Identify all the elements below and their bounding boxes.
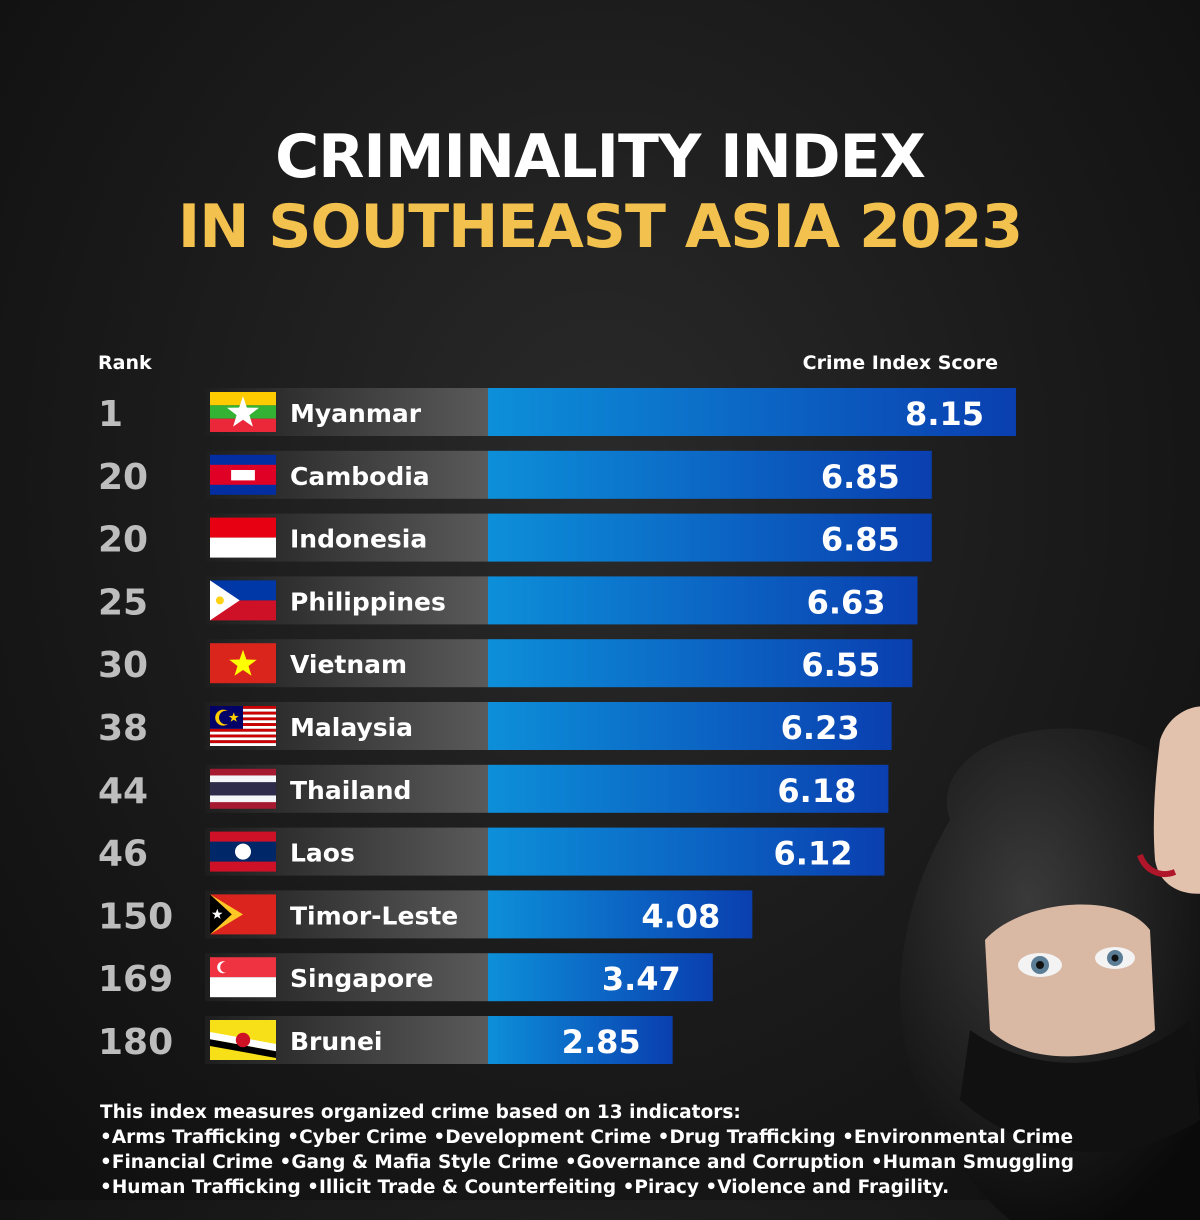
score-value-label: 6.23 [781, 709, 860, 747]
rank-label: 180 [98, 1022, 173, 1063]
score-value-label: 4.08 [641, 897, 720, 935]
thailand-flag-icon [210, 768, 276, 809]
bar-row-myanmar: 1 Myanmar 8.15 [98, 388, 1016, 436]
score-value-label: 6.63 [807, 583, 886, 621]
score-value-label: 2.85 [562, 1023, 641, 1061]
country-name: Philippines [290, 587, 446, 616]
score-bar [488, 576, 918, 625]
bar-row-philippines: 25 Philippines 6.63 [98, 576, 918, 625]
philippines-flag-icon [210, 580, 276, 621]
score-bar [488, 827, 885, 876]
bar-row-laos: 46 Laos 6.12 [98, 827, 885, 876]
score-value-label: 6.12 [774, 835, 853, 873]
title-line-2: IN SOUTHEAST ASIA 2023 [177, 192, 1023, 262]
score-bar [488, 513, 932, 562]
score-value-label: 3.47 [602, 960, 681, 998]
bar-row-thailand: 44 Thailand 6.18 [98, 764, 889, 813]
bar-row-timor-leste: 150 Timor-Leste 4.08 [98, 890, 753, 939]
country-name: Timor-Leste [290, 901, 458, 930]
rank-label: 169 [98, 959, 173, 1000]
rank-label: 46 [98, 834, 148, 875]
rank-label: 1 [98, 394, 123, 435]
title-line-1: CRIMINALITY INDEX [275, 122, 926, 192]
score-bar [488, 639, 913, 688]
score-value-label: 6.85 [821, 458, 900, 496]
rank-label: 38 [98, 708, 148, 749]
cambodia-flag-icon [210, 454, 276, 495]
score-value-label: 6.55 [801, 646, 880, 684]
country-name: Malaysia [290, 713, 413, 742]
footnote: This index measures organized crime base… [100, 1100, 1160, 1200]
score-bar [488, 953, 713, 1002]
footnote-line-2: •Financial Crime •Gang & Mafia Style Cri… [100, 1152, 1075, 1173]
bar-row-brunei: 180 Brunei 2.85 [98, 1016, 673, 1064]
country-name: Thailand [290, 776, 411, 805]
timor-leste-flag-icon [210, 894, 276, 935]
score-bar [488, 890, 753, 939]
country-name: Vietnam [290, 650, 407, 679]
laos-flag-icon [210, 831, 276, 872]
bar-row-singapore: 169 Singapore 3.47 [98, 953, 713, 1002]
bar-row-vietnam: 30 Vietnam 6.55 [98, 639, 913, 688]
score-value-label: 6.18 [777, 772, 856, 810]
score-bar [488, 1016, 673, 1064]
score-value-label: 6.85 [821, 521, 900, 559]
score-bar [488, 702, 892, 750]
country-name: Laos [290, 839, 355, 868]
score-bar [488, 388, 1016, 436]
score-value-label: 8.15 [905, 395, 984, 433]
country-name: Indonesia [290, 525, 427, 554]
vietnam-flag-icon [210, 643, 276, 684]
singapore-flag-icon [210, 957, 276, 998]
rank-label: 30 [98, 645, 148, 686]
rank-label: 44 [98, 771, 148, 812]
score-bar [488, 450, 932, 499]
country-name: Singapore [290, 964, 434, 993]
rank-label: 20 [98, 520, 148, 561]
score-bar [488, 764, 889, 813]
bar-row-indonesia: 20 Indonesia 6.85 [98, 513, 932, 562]
rank-label: 25 [98, 582, 148, 623]
rank-label: 150 [98, 896, 173, 937]
myanmar-flag-icon [210, 392, 276, 432]
footnote-intro: This index measures organized crime base… [100, 1102, 741, 1123]
country-name: Myanmar [290, 399, 422, 428]
rank-label: 20 [98, 457, 148, 498]
footnote-line-1: •Arms Trafficking •Cyber Crime •Developm… [100, 1127, 1074, 1148]
rank-header: Rank [98, 352, 152, 374]
brunei-flag-icon [210, 1020, 276, 1060]
country-name: Cambodia [290, 462, 430, 491]
bar-row-malaysia: 38 Malaysia 6.23 [98, 702, 892, 750]
masked-person-image [900, 706, 1200, 1220]
country-name: Brunei [290, 1027, 383, 1056]
crime-index-chart: 1 Myanmar 8.15 20 Cambodia 6.85 20 Indonesia 6.8… [98, 388, 1016, 1064]
malaysia-flag-icon [210, 706, 276, 746]
bar-row-cambodia: 20 Cambodia 6.85 [98, 450, 932, 499]
indonesia-flag-icon [210, 517, 276, 558]
score-header: Crime Index Score [802, 352, 998, 374]
footnote-line-3: •Human Trafficking •Illicit Trade & Coun… [100, 1177, 950, 1198]
